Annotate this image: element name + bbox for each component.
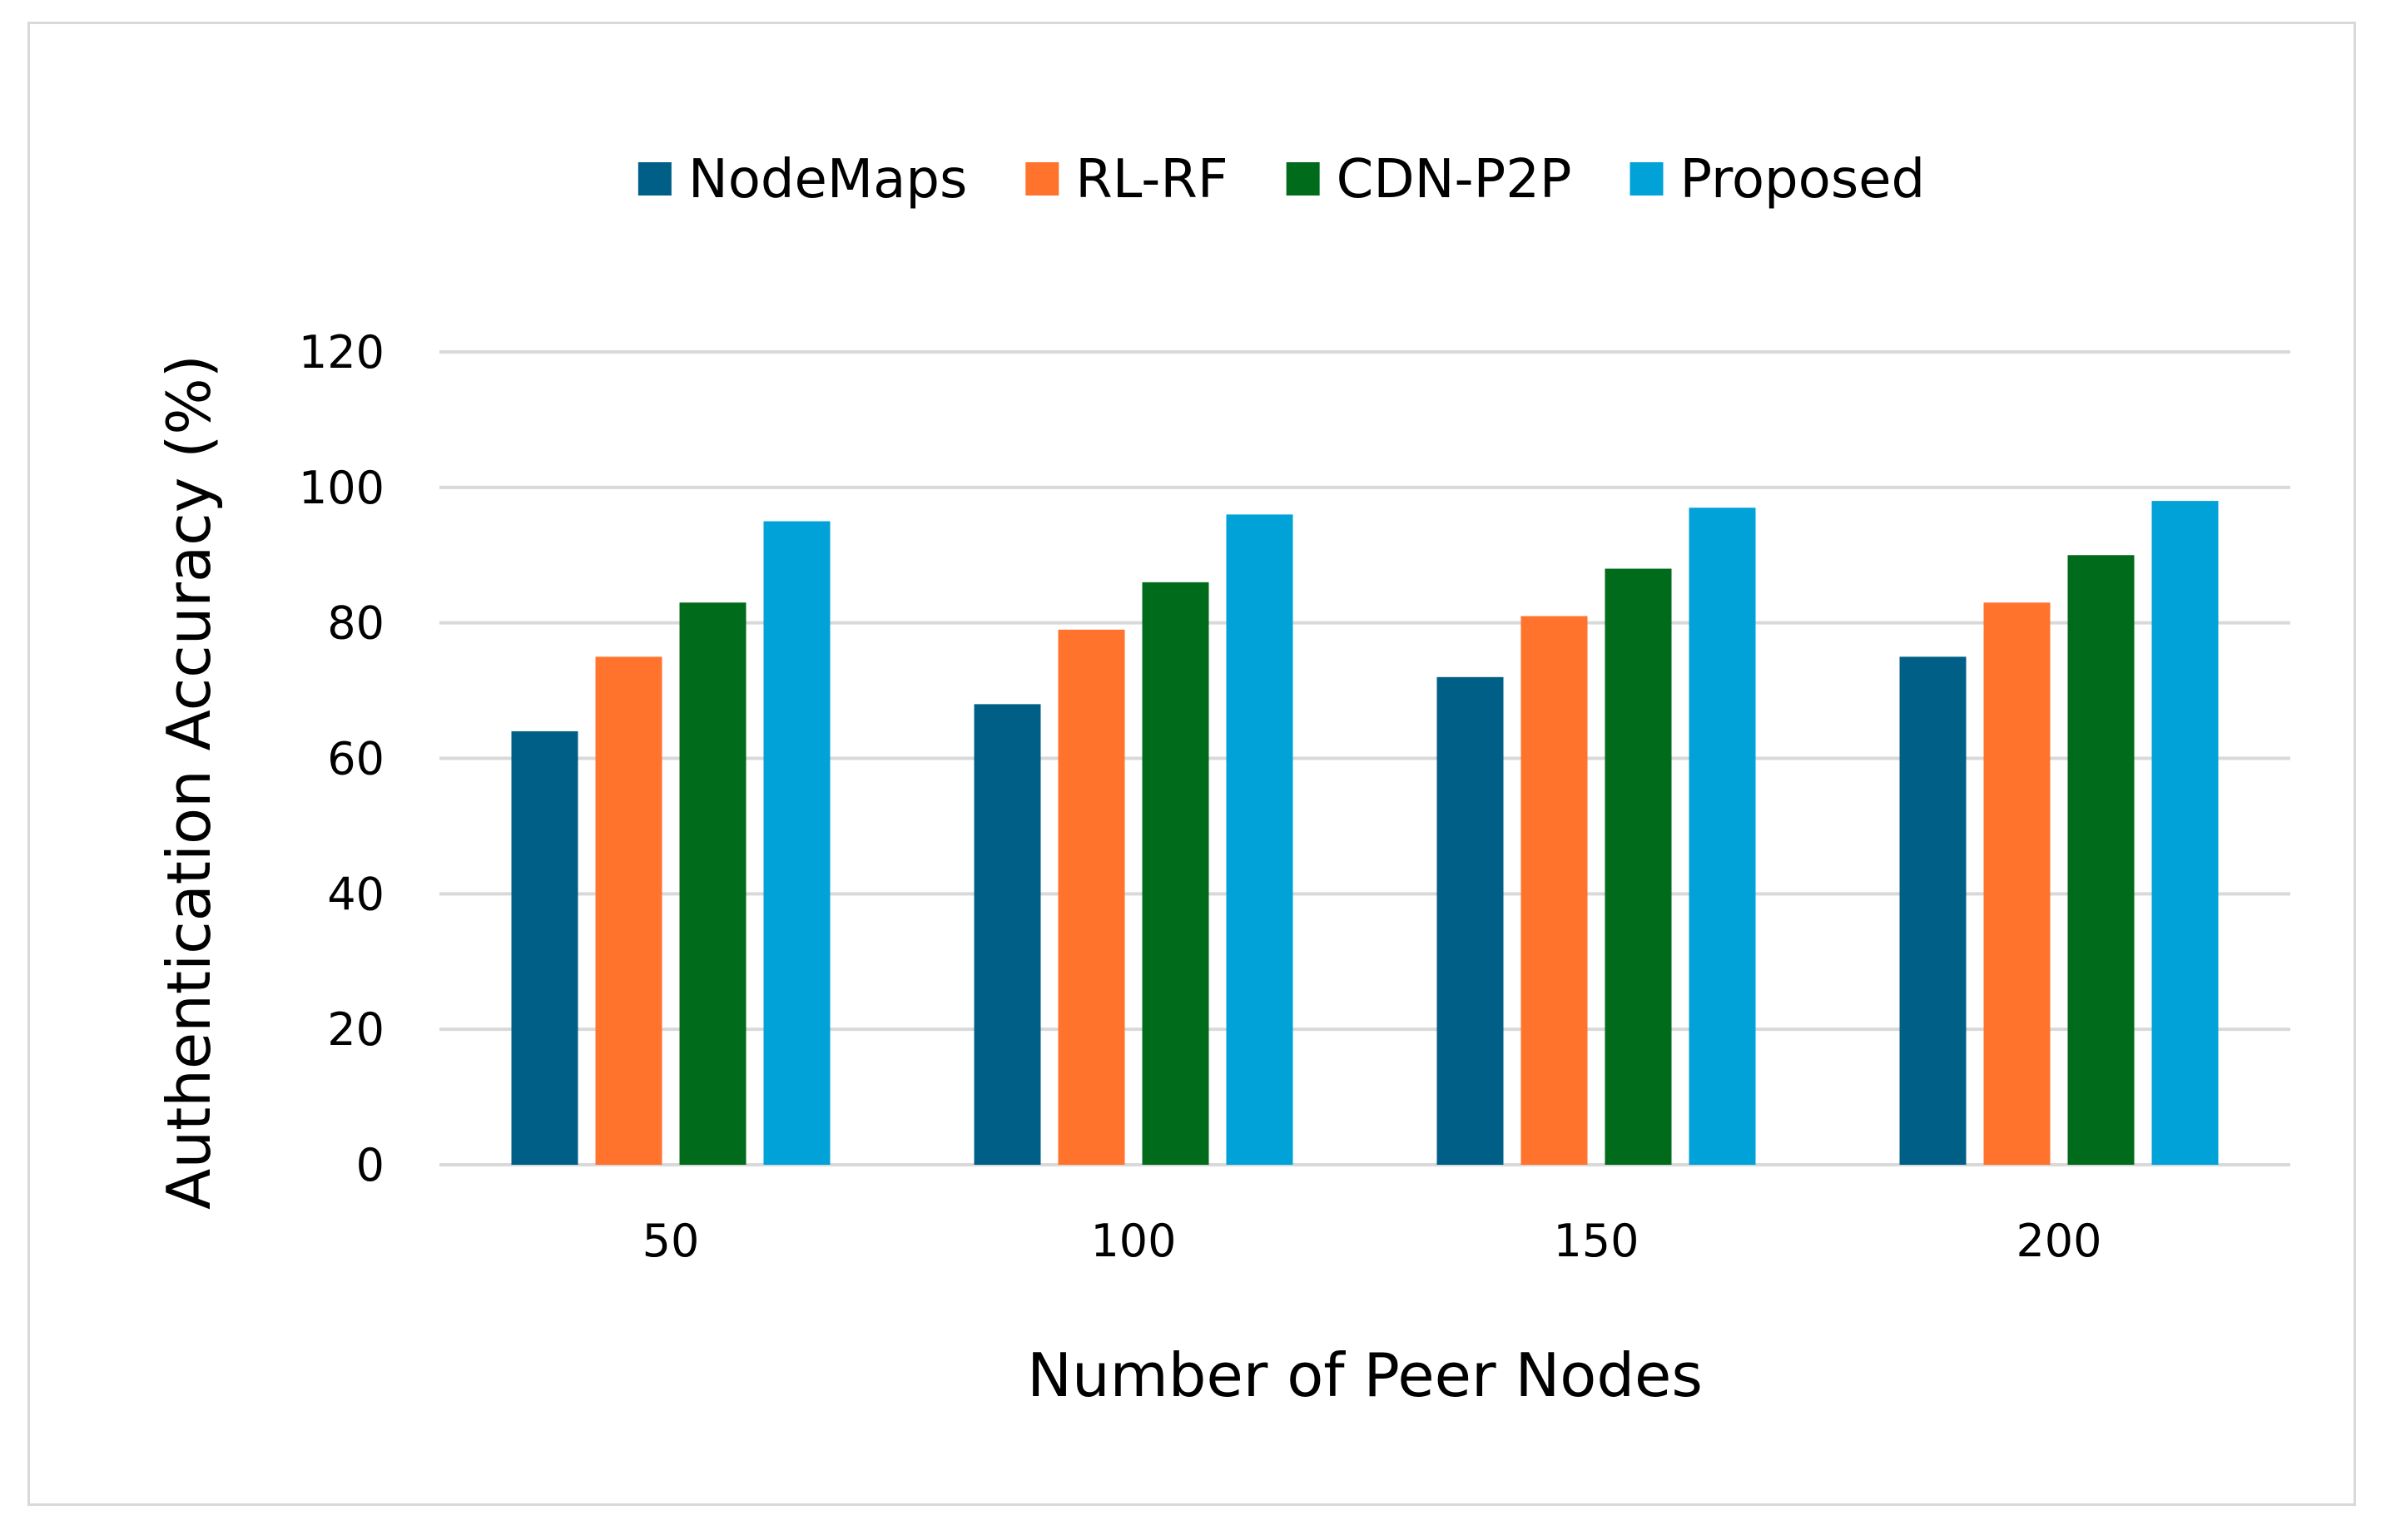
- bars: [511, 501, 2219, 1165]
- y-tick-label: 60: [327, 733, 384, 785]
- bar-cdn-p2p-100: [1142, 582, 1209, 1165]
- bar-nodemaps-50: [511, 730, 578, 1165]
- y-tick-label: 120: [299, 326, 384, 379]
- legend-swatch: [637, 162, 672, 196]
- bar-rl-rf-150: [1520, 616, 1588, 1165]
- legend-label: Proposed: [1680, 149, 1926, 210]
- y-axis-title: Authentication Accuracy (%): [154, 354, 224, 1210]
- legend-swatch: [1025, 162, 1059, 196]
- legend-label: NodeMaps: [688, 149, 967, 210]
- legend-label: CDN-P2P: [1337, 149, 1572, 210]
- bar-nodemaps-200: [1899, 656, 1967, 1165]
- x-tick-label: 200: [2016, 1215, 2101, 1267]
- bar-rl-rf-100: [1058, 629, 1125, 1165]
- x-tick-label: 100: [1090, 1215, 1176, 1267]
- x-tick-label: 150: [1553, 1215, 1639, 1267]
- y-tick-label: 0: [356, 1139, 384, 1191]
- legend-item: CDN-P2P: [1286, 149, 1572, 210]
- bar-proposed-150: [1689, 508, 1756, 1165]
- y-tick-labels: 0 20 40 60 80 100 120: [299, 326, 384, 1191]
- bar-nodemaps-150: [1436, 676, 1504, 1165]
- bar-cdn-p2p-150: [1605, 568, 1672, 1165]
- legend-item: RL-RF: [1025, 149, 1228, 210]
- x-tick-label: 50: [642, 1215, 700, 1267]
- y-tick-label: 40: [327, 868, 384, 920]
- bar-proposed-200: [2151, 501, 2219, 1165]
- y-tick-label: 100: [299, 462, 384, 514]
- legend-item: Proposed: [1630, 149, 1926, 210]
- legend-swatch: [1286, 162, 1320, 196]
- legend: NodeMaps RL-RF CDN-P2P Proposed: [637, 149, 1926, 210]
- y-tick-label: 20: [327, 1003, 384, 1056]
- legend-item: NodeMaps: [637, 149, 967, 210]
- y-tick-label: 80: [327, 597, 384, 650]
- bar-nodemaps-100: [974, 704, 1041, 1165]
- bar-cdn-p2p-200: [2067, 555, 2135, 1165]
- bar-proposed-100: [1226, 514, 1293, 1165]
- legend-label: RL-RF: [1075, 149, 1228, 210]
- x-axis-title: Number of Peer Nodes: [1027, 1340, 1703, 1410]
- bar-rl-rf-50: [595, 656, 662, 1165]
- gridlines: [439, 350, 2290, 1166]
- x-tick-labels: 50 100 150 200: [642, 1215, 2102, 1267]
- bar-proposed-50: [763, 521, 831, 1165]
- bar-cdn-p2p-50: [679, 602, 747, 1165]
- legend-swatch: [1630, 162, 1664, 196]
- bar-rl-rf-200: [1983, 602, 2051, 1165]
